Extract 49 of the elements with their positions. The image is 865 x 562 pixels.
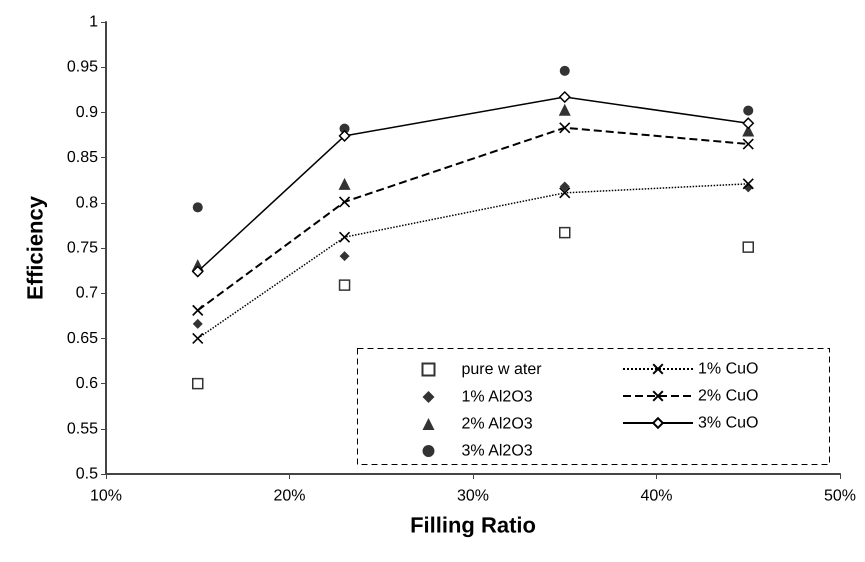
point	[559, 226, 570, 238]
point	[192, 378, 204, 390]
point	[340, 251, 350, 262]
legend-label: pure w ater	[462, 361, 542, 378]
legend-label: 2% Al2O3	[462, 416, 533, 432]
point	[192, 202, 203, 212]
point	[558, 122, 571, 134]
point	[560, 66, 570, 76]
point	[338, 130, 350, 142]
y-tick-label: 0.85	[66, 149, 98, 166]
x-tick-label: 50%	[824, 488, 856, 504]
y-tick-label: 0.95	[66, 58, 98, 76]
point	[192, 304, 204, 316]
y-tick-label: 0.75	[66, 240, 98, 256]
point	[742, 118, 754, 129]
legend-label: 1% Al2O3	[462, 388, 533, 406]
point	[338, 279, 350, 291]
y-tick-label: 0.6	[76, 375, 98, 392]
point	[743, 106, 754, 116]
x-tick-label: 10%	[90, 488, 122, 504]
y-tick-label: 0.55	[66, 420, 98, 438]
x-axis-title: Filling Ratio	[410, 512, 536, 538]
point	[742, 178, 754, 190]
y-tick-label: 0.65	[66, 330, 98, 347]
legend-label: 3% CuO	[698, 414, 758, 432]
point	[192, 318, 203, 329]
y-tick-label: 0.9	[76, 104, 98, 121]
point	[338, 196, 350, 208]
y-tick-label: 0.8	[76, 194, 98, 212]
y-tick-label: 1	[89, 14, 98, 30]
point	[338, 178, 351, 190]
point	[560, 182, 570, 192]
x-tick-label: 20%	[273, 488, 306, 504]
point	[742, 241, 754, 253]
point	[559, 91, 570, 103]
x-tick-label: 40%	[640, 488, 673, 504]
point	[192, 332, 204, 344]
y-axis-title: Efficiency	[22, 195, 48, 300]
point	[742, 138, 754, 150]
legend-label: 1% CuO	[698, 360, 758, 378]
y-tick-label: 0.7	[76, 284, 98, 302]
x-tick-label: 30%	[456, 488, 490, 504]
point	[558, 187, 571, 199]
y-tick-label: 0.5	[76, 466, 98, 482]
point	[558, 104, 571, 116]
point	[192, 266, 204, 278]
point	[338, 231, 350, 243]
legend-label: 2% CuO	[698, 388, 758, 404]
legend-label: 3% Al2O3	[462, 442, 533, 460]
